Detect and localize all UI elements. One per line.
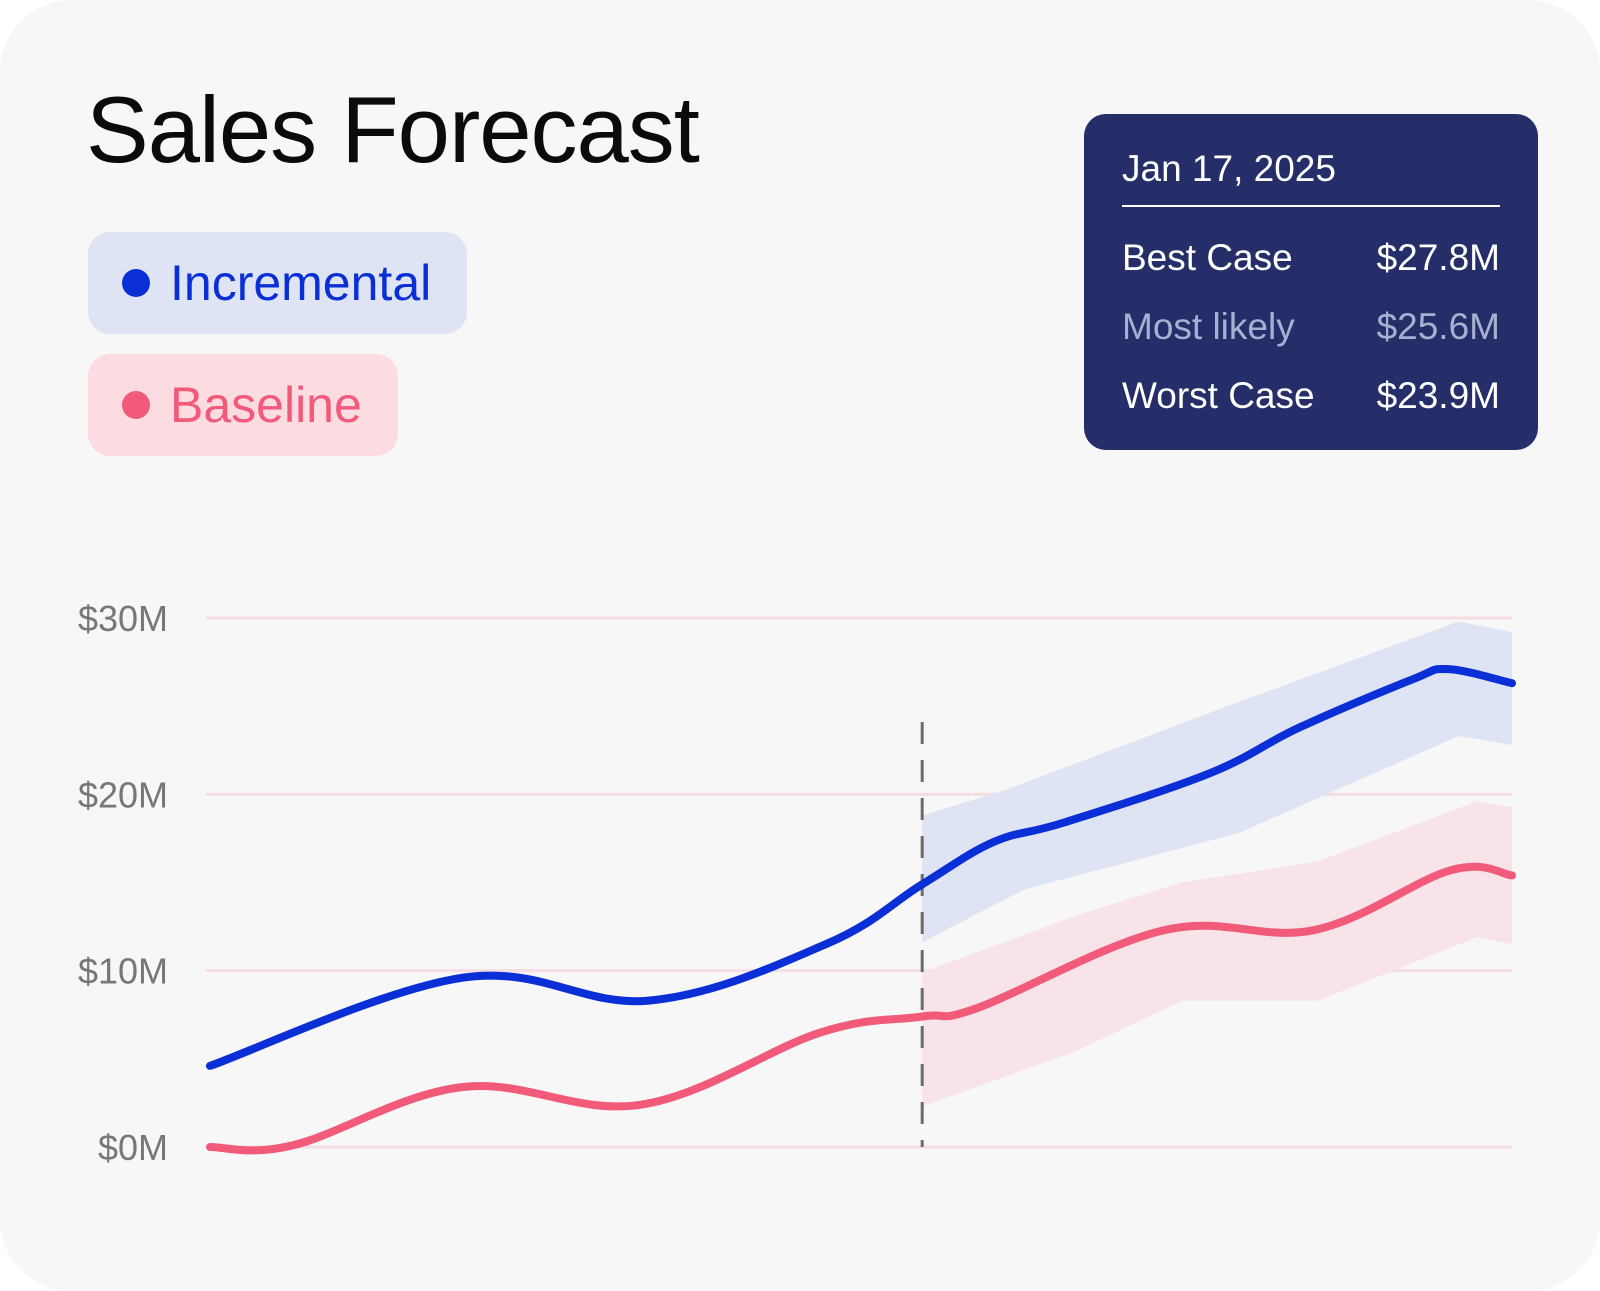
tooltip-value: $23.9M (1376, 375, 1500, 416)
y-tick-label: $10M (78, 951, 168, 992)
baseline-dot-icon (122, 391, 150, 419)
tooltip-label: Best Case (1122, 237, 1293, 278)
legend-label-baseline: Baseline (170, 377, 362, 433)
tooltip-label: Worst Case (1122, 375, 1315, 416)
tooltip-row-most-likely: Most likely $25.6M (1122, 308, 1500, 345)
legend-item-incremental[interactable]: Incremental (88, 232, 468, 334)
tooltip-value: $27.8M (1376, 237, 1500, 278)
y-tick-label: $20M (78, 774, 168, 815)
tooltip-row-best-case: Best Case $27.8M (1122, 239, 1500, 276)
series-line-incremental (206, 664, 1516, 1070)
chart-title: Sales Forecast (86, 77, 700, 182)
legend-item-baseline[interactable]: Baseline (88, 354, 398, 456)
tooltip-value: $25.6M (1376, 306, 1500, 347)
band-baseline (922, 801, 1512, 1107)
series-line-baseline (206, 862, 1516, 1155)
y-tick-label: $30M (78, 598, 168, 639)
forecast-tooltip: Jan 17, 2025 Best Case $27.8M Most likel… (1084, 114, 1538, 450)
y-tick-label: $0M (98, 1127, 168, 1168)
incremental-dot-icon (122, 269, 150, 297)
legend-label-incremental: Incremental (170, 255, 432, 311)
tooltip-date: Jan 17, 2025 (1122, 150, 1500, 207)
tooltip-label: Most likely (1122, 306, 1295, 347)
tooltip-row-worst-case: Worst Case $23.9M (1122, 377, 1500, 414)
